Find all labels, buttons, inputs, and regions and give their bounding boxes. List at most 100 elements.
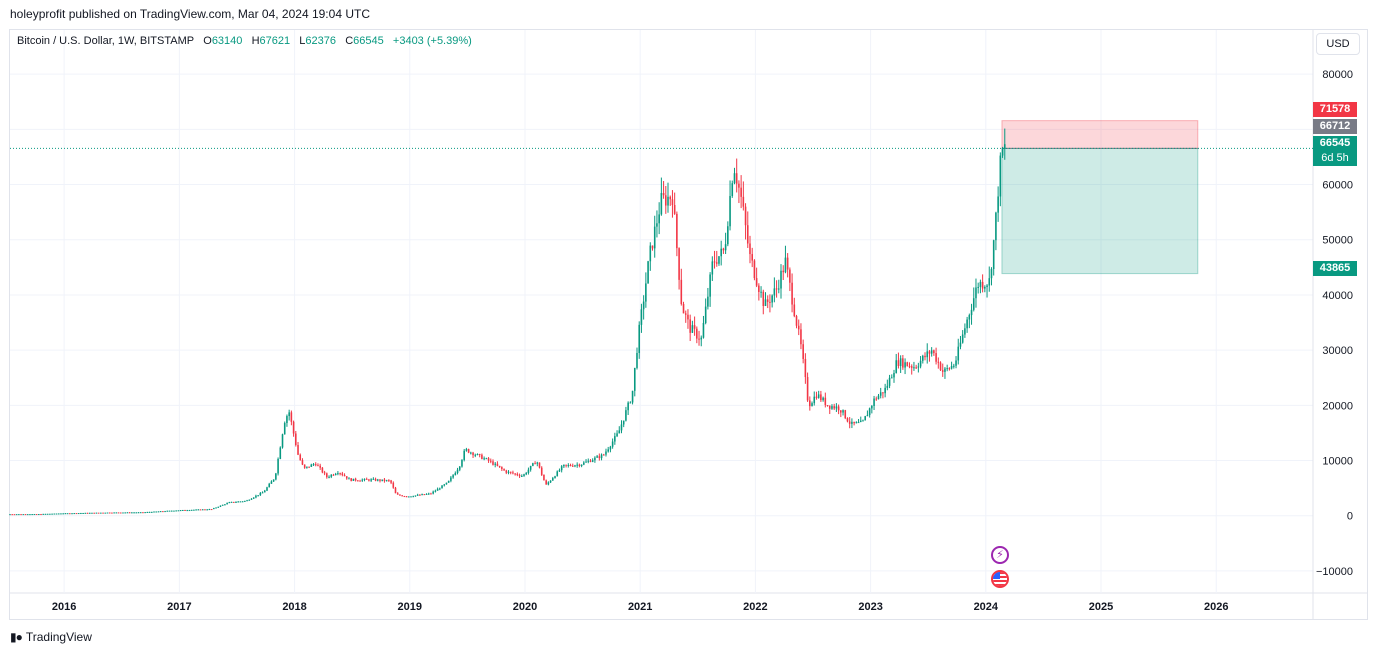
candle-body [977,286,979,288]
candle-body [301,460,304,465]
footer-brand[interactable]: TradingView [25,630,92,644]
candle-body [915,367,917,369]
x-tick-label: 2021 [628,601,652,613]
candle-body [399,494,401,496]
high-value: 67621 [259,35,291,47]
candle-body [658,214,660,224]
candle-body [450,477,452,481]
candle-body [953,365,955,367]
candle-body [246,500,248,502]
candle-body [997,196,999,213]
bar-countdown-badge: 6d 5h [1313,151,1357,166]
candle-body [252,497,255,499]
candle-body [585,461,587,463]
candle-body [348,478,350,480]
candle-body [565,464,567,466]
candle-body [146,511,149,513]
close-label: C [345,35,354,47]
candle-body [700,337,703,340]
candle-body [425,493,428,495]
y-tick-label: −10000 [1316,566,1353,578]
candle-body [416,494,419,496]
candle-body [263,490,266,493]
candle-body [337,473,339,475]
open-value: 63140 [211,35,243,47]
candle-body [365,478,368,480]
candle-body [647,261,649,284]
candle-body [383,479,386,481]
candle-body [868,408,871,416]
candle-body [516,473,519,476]
candle-body [882,392,884,394]
candle-body [689,319,691,333]
candle-body [195,509,197,511]
candle-body [549,480,552,483]
candle-body [733,173,736,184]
candle-body [532,463,534,466]
candle-body [476,454,479,456]
candle-body [520,475,523,477]
candle-body [456,469,459,473]
candle-body [959,342,962,347]
candle-body [46,513,49,515]
candle-body [738,183,740,188]
candle-body [266,487,268,491]
candle-body [115,512,118,514]
candle-body [824,397,827,406]
candle-body [886,385,889,388]
candle-body [871,405,873,409]
candle-body [693,325,696,329]
candle-body [589,460,592,462]
candle-body [281,434,284,448]
us-flag-event-icon[interactable] [991,570,1009,588]
candle-body [545,480,547,485]
candle-body [625,410,627,421]
candle-body [972,298,975,310]
candle-body [164,511,166,513]
candle-body [277,458,279,474]
candle-body [131,512,133,514]
candle-body [57,513,60,515]
candle-body [51,513,53,515]
candle-body [762,291,765,307]
candle-body [49,513,51,515]
candle-body [935,353,937,362]
candle-body [802,344,804,359]
y-tick-label: 0 [1347,511,1353,523]
candle-body [631,390,634,403]
candle-body [742,196,745,207]
candle-body [811,403,813,407]
candle-body [970,309,973,316]
candle-body [279,447,282,459]
candle-body [53,513,56,515]
candle-body [558,470,561,472]
candle-body [897,360,900,367]
candle-body [193,509,195,511]
candle-body [419,494,421,496]
chart-grid [10,30,1368,620]
currency-button[interactable]: USD [1316,33,1360,55]
candle-body [458,466,461,470]
candle-body [217,506,220,508]
candle-body [38,514,40,516]
lightning-event-icon[interactable]: ⚡ [991,546,1009,564]
candle-body [102,512,104,514]
candle-body [394,487,397,494]
candle-body [463,450,465,460]
candles [9,128,1006,516]
candle-body [166,510,169,512]
x-tick-label: 2026 [1204,601,1228,613]
candle-body [385,480,388,482]
candle-body [797,325,800,330]
candle-body [370,479,372,481]
candle-body [323,472,326,474]
candle-body [682,303,685,314]
candle-body [512,472,514,474]
candle-body [235,501,237,503]
candle-body [341,473,344,476]
candle-body [926,351,929,358]
candle-body [975,287,977,299]
x-tick-label: 2022 [743,601,767,613]
candle-body [128,512,131,514]
